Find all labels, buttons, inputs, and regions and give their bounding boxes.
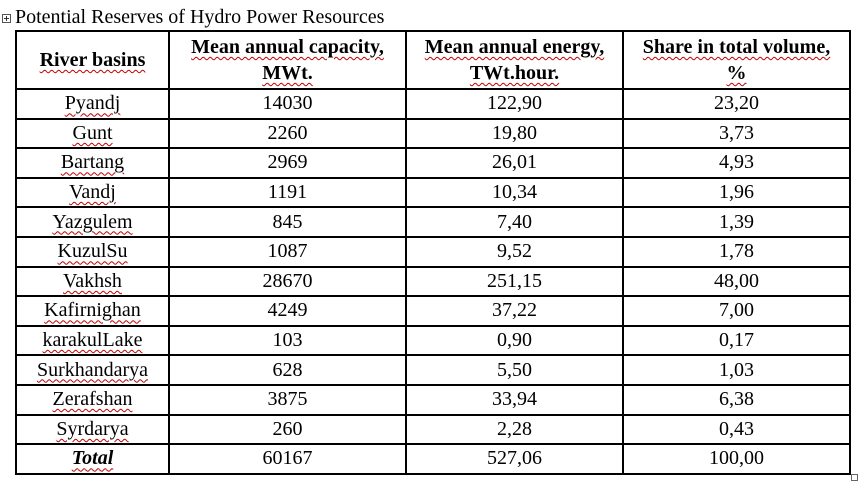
share-cell: 1,78 (622, 235, 851, 268)
basin-cell: Kafirnighan (15, 295, 170, 327)
energy-cell: 19,80 (405, 117, 624, 150)
table-row: Surkhandarya 628 5,50 1,03 (15, 354, 851, 386)
basin-cell: Zerafshan (15, 383, 170, 416)
table-resize-handle[interactable] (851, 474, 858, 481)
share-cell: 3,73 (622, 117, 851, 150)
total-capacity-cell: 60167 (168, 443, 407, 475)
share-cell: 23,20 (622, 88, 851, 120)
table-header-row: River basins Mean annual capacity, MWt. M… (15, 30, 851, 90)
share-cell: 0,43 (622, 413, 851, 446)
table-move-handle[interactable] (2, 14, 11, 23)
table-row: Vakhsh 28670 251,15 48,00 (15, 265, 851, 298)
table-row: Zerafshan 3875 33,94 6,38 (15, 383, 851, 416)
share-cell: 1,39 (622, 206, 851, 238)
energy-cell: 5,50 (405, 354, 624, 386)
basin-cell: Pyandj (15, 88, 170, 120)
header-share-in-total-volume: Share in total volume,% (622, 30, 851, 90)
basin-cell: Yazgulem (15, 206, 170, 238)
total-energy-cell: 527,06 (405, 443, 624, 475)
table-caption: Potential Reserves of Hydro Power Resour… (15, 6, 385, 28)
basin-cell: KuzulSu (15, 235, 170, 268)
share-cell: 1,03 (622, 354, 851, 386)
capacity-cell: 28670 (168, 265, 407, 298)
table-row: Vandj 1191 10,34 1,96 (15, 176, 851, 209)
energy-cell: 0,90 (405, 324, 624, 357)
share-cell: 4,93 (622, 147, 851, 179)
capacity-cell: 628 (168, 354, 407, 386)
hydro-reserves-table: River basins Mean annual capacity, MWt. M… (15, 30, 851, 475)
header-mean-annual-energy: Mean annual energy, TWt.hour. (405, 30, 624, 90)
basin-cell: Bartang (15, 147, 170, 179)
table-row: karakulLake 103 0,90 0,17 (15, 324, 851, 357)
table-row: Yazgulem 845 7,40 1,39 (15, 206, 851, 238)
table-row: KuzulSu 1087 9,52 1,78 (15, 235, 851, 268)
capacity-cell: 845 (168, 206, 407, 238)
energy-cell: 10,34 (405, 176, 624, 209)
table-row: Kafirnighan 4249 37,22 7,00 (15, 295, 851, 327)
energy-cell: 9,52 (405, 235, 624, 268)
table-row: Pyandj 14030 122,90 23,20 (15, 88, 851, 120)
table-row: Bartang 2969 26,01 4,93 (15, 147, 851, 179)
share-cell: 6,38 (622, 383, 851, 416)
total-label-cell: Total (15, 443, 170, 475)
energy-cell: 7,40 (405, 206, 624, 238)
energy-cell: 26,01 (405, 147, 624, 179)
capacity-cell: 2969 (168, 147, 407, 179)
share-cell: 1,96 (622, 176, 851, 209)
energy-cell: 37,22 (405, 295, 624, 327)
header-mean-annual-capacity: Mean annual capacity, MWt. (168, 30, 407, 90)
capacity-cell: 1087 (168, 235, 407, 268)
energy-cell: 122,90 (405, 88, 624, 120)
share-cell: 7,00 (622, 295, 851, 327)
basin-cell: Gunt (15, 117, 170, 150)
basin-cell: Vandj (15, 176, 170, 209)
energy-cell: 251,15 (405, 265, 624, 298)
capacity-cell: 1191 (168, 176, 407, 209)
basin-cell: Vakhsh (15, 265, 170, 298)
basin-cell: karakulLake (15, 324, 170, 357)
energy-cell: 2,28 (405, 413, 624, 446)
total-share-cell: 100,00 (622, 443, 851, 475)
share-cell: 48,00 (622, 265, 851, 298)
capacity-cell: 14030 (168, 88, 407, 120)
capacity-cell: 2260 (168, 117, 407, 150)
table-row: Syrdarya 260 2,28 0,43 (15, 413, 851, 446)
capacity-cell: 103 (168, 324, 407, 357)
capacity-cell: 4249 (168, 295, 407, 327)
capacity-cell: 260 (168, 413, 407, 446)
basin-cell: Syrdarya (15, 413, 170, 446)
energy-cell: 33,94 (405, 383, 624, 416)
header-river-basins: River basins (15, 30, 170, 90)
total-row: Total 60167 527,06 100,00 (15, 443, 851, 475)
share-cell: 0,17 (622, 324, 851, 357)
table-row: Gunt 2260 19,80 3,73 (15, 117, 851, 150)
capacity-cell: 3875 (168, 383, 407, 416)
basin-cell: Surkhandarya (15, 354, 170, 386)
